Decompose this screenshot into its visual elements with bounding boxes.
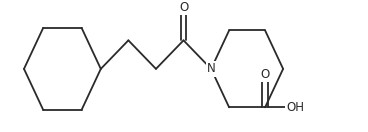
Text: O: O	[179, 1, 188, 14]
Text: OH: OH	[287, 101, 304, 114]
Text: N: N	[207, 62, 216, 75]
Text: O: O	[261, 68, 270, 81]
